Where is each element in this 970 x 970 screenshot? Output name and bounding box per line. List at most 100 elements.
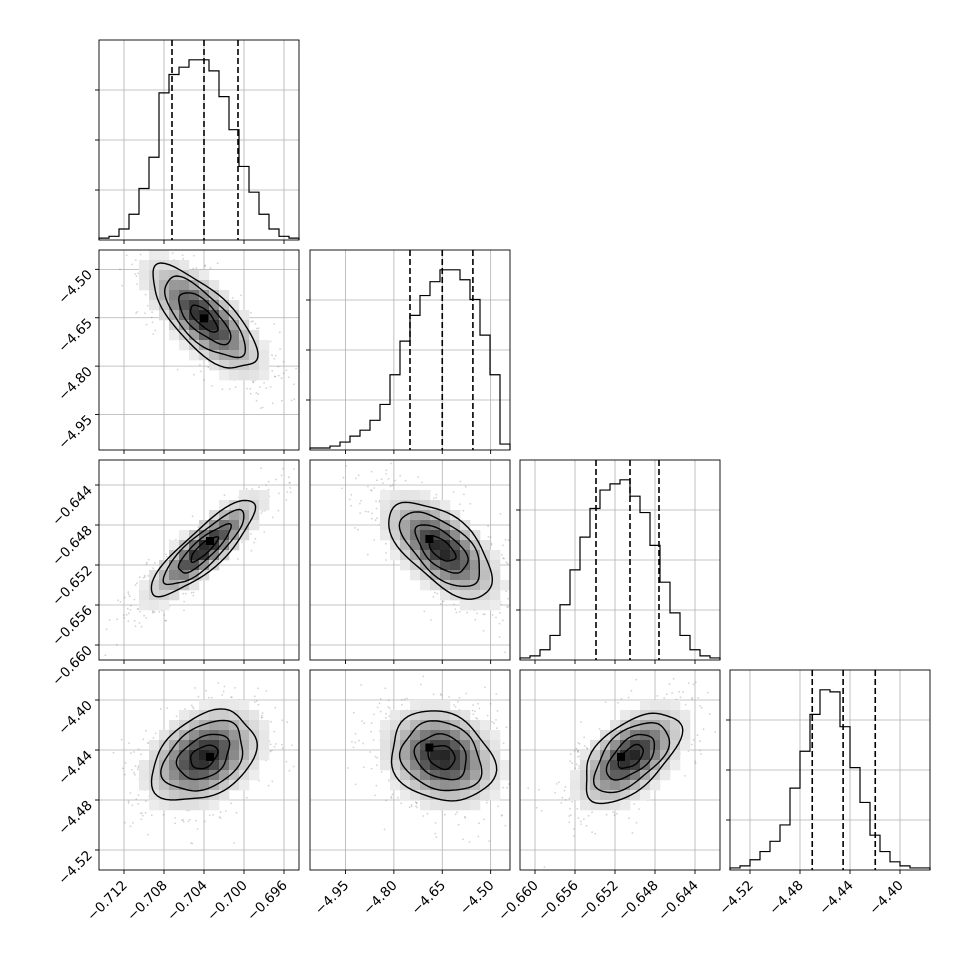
scatter-point	[500, 814, 503, 817]
density-cell	[229, 370, 240, 381]
scatter-point	[184, 708, 186, 710]
scatter-point	[140, 753, 143, 756]
scatter-point	[517, 586, 519, 588]
scatter-point	[385, 716, 387, 719]
scatter-point	[379, 698, 382, 700]
contour-line	[190, 536, 220, 563]
density-cell	[259, 340, 270, 351]
density-cell	[450, 720, 461, 731]
density-cell	[680, 710, 691, 721]
scatter-point	[139, 610, 141, 613]
density-cell	[159, 730, 170, 741]
scatter-point	[506, 562, 509, 565]
density-cell	[209, 310, 220, 321]
scatter-point	[598, 728, 601, 730]
scatter-point	[138, 576, 141, 579]
scatter-point	[192, 707, 195, 710]
scatter-point	[257, 703, 260, 706]
scatter-point	[128, 595, 131, 598]
histogram-step-1	[309, 269, 511, 450]
scatter-point	[203, 379, 206, 381]
scatter-point	[136, 582, 138, 584]
scatter-point	[699, 705, 701, 707]
scatter-point	[504, 651, 506, 654]
density-cell	[470, 760, 481, 771]
density-cell	[610, 760, 621, 771]
y-tick-label: −4.65	[55, 315, 96, 356]
density-cell	[139, 280, 150, 291]
density-cell	[219, 540, 230, 551]
scatter-point	[357, 474, 360, 477]
density-cell	[660, 760, 671, 771]
density-cell	[460, 570, 471, 581]
scatter-point	[569, 814, 572, 816]
density-cell	[680, 740, 691, 751]
scatter-point	[516, 788, 518, 790]
density-cell	[460, 800, 471, 811]
scatter-point	[569, 753, 572, 756]
scatter-point	[285, 369, 288, 371]
density-cell	[460, 600, 471, 611]
density-cell	[440, 590, 451, 601]
density-cell	[500, 770, 510, 781]
scatter-point	[235, 811, 238, 814]
density-cell	[490, 570, 501, 581]
scatter-point	[370, 767, 373, 770]
x-tick-label: −0.696	[244, 878, 291, 925]
density-cell	[219, 530, 230, 541]
scatter-point	[507, 597, 509, 600]
scatter-point	[491, 614, 494, 616]
density-cell	[219, 730, 230, 741]
density-cell	[169, 560, 180, 571]
scatter-point	[486, 801, 488, 804]
density-cell	[480, 790, 491, 801]
scatter-point	[255, 700, 258, 702]
histogram-step-2	[519, 479, 721, 660]
scatter-point	[525, 615, 527, 617]
scatter-point	[524, 718, 526, 720]
scatter-point	[196, 828, 199, 830]
scatter-point	[132, 822, 134, 824]
scatter-point	[140, 818, 143, 821]
density-cell	[390, 520, 401, 531]
contour-line	[593, 721, 671, 794]
density-cell	[239, 720, 250, 731]
scatter-point	[132, 240, 134, 242]
histogram-grid	[730, 670, 930, 870]
scatter-point	[459, 503, 461, 506]
scatter-point	[147, 833, 149, 836]
scatter-point	[527, 787, 530, 790]
density-cell	[189, 280, 200, 291]
scatter-point	[555, 783, 558, 785]
density-cell	[490, 550, 501, 561]
scatter-point	[133, 751, 135, 753]
density-cell	[580, 780, 591, 791]
scatter-point	[342, 476, 345, 479]
scatter-point	[271, 354, 273, 357]
density-cell	[580, 790, 591, 801]
density-cell	[680, 730, 691, 741]
scatter-point	[249, 387, 252, 390]
scatter-point	[350, 493, 353, 496]
density-cell	[440, 740, 451, 751]
scatter-point	[152, 610, 155, 612]
density-cell	[209, 350, 220, 361]
scatter-point	[376, 756, 379, 759]
density-panel-1	[104, 467, 295, 657]
scatter-point	[137, 766, 140, 769]
scatter-point	[152, 567, 155, 569]
density-cell	[159, 780, 170, 791]
scatter-point	[577, 749, 579, 752]
scatter-point	[286, 721, 289, 724]
scatter-point	[577, 750, 579, 753]
density-cell	[229, 700, 240, 711]
density-cell	[400, 770, 411, 781]
density-cell	[670, 710, 681, 721]
scatter-point	[105, 628, 108, 631]
density-cell	[620, 720, 631, 731]
density-cell	[670, 750, 681, 761]
scatter-point	[415, 802, 418, 805]
density-cell	[239, 770, 250, 781]
scatter-point	[273, 730, 276, 733]
scatter-point	[478, 707, 481, 710]
